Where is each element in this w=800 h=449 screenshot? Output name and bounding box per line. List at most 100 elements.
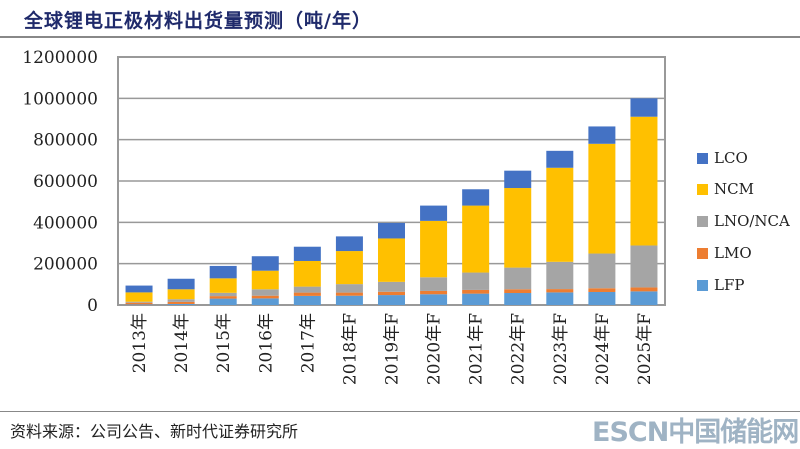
bar-segment-ncm (378, 238, 405, 282)
bar-segment-lco (125, 285, 153, 293)
bar-segment-lfp (378, 295, 405, 305)
bar-segment-lfp (420, 294, 448, 305)
bar-segment-lfp (293, 295, 321, 305)
watermark-logo: ESCN中国储能网 (592, 417, 799, 448)
x-tick-label: 2024年F (593, 313, 613, 385)
legend-label: LMO (714, 244, 752, 262)
bar-segment-ncm (335, 251, 363, 285)
bar-segment-lmo (546, 289, 574, 293)
bar-segment-lco (504, 170, 532, 189)
bar-segment-ncm (462, 205, 490, 273)
legend-label: NCM (714, 180, 754, 198)
bar-segment-ncm (420, 220, 448, 278)
x-tick-label: 2021年F (467, 313, 487, 385)
x-tick-label: 2019年F (383, 313, 403, 385)
bar-segment-lfp (335, 295, 363, 305)
bar-segment-ncm (588, 143, 616, 254)
bar-segment-lfp (251, 298, 279, 305)
bar-segment-lfp (167, 303, 195, 305)
bar-segment-ncm (251, 270, 279, 290)
bar-segment-lno-nca (378, 281, 405, 292)
bar-segment-lco (420, 205, 448, 221)
bar-segment-lmo (420, 290, 448, 295)
bar-segment-lfp (125, 304, 153, 305)
bar-segment-lco (630, 98, 658, 117)
x-tick-label: 2018年F (340, 313, 360, 385)
bar-segment-lno-nca (209, 292, 237, 297)
bar-segment-lfp (209, 298, 237, 305)
chart-title: 全球锂电正极材料出货量预测（吨/年） (24, 10, 372, 32)
bar-segment-lno-nca (125, 301, 153, 303)
bar-segment-lco (462, 189, 490, 206)
x-tick-label: 2020年F (425, 313, 445, 385)
x-tick-label: 2013年 (130, 313, 150, 373)
legend-label: LNO/NCA (714, 212, 790, 230)
bar-segment-lfp (546, 292, 574, 305)
bar-segment-lfp (462, 293, 490, 305)
y-tick-label: 1200000 (22, 48, 98, 68)
legend-swatch (697, 248, 708, 259)
bar-segment-lno-nca (462, 272, 490, 290)
x-tick-label: 2016年 (256, 313, 276, 373)
x-tick-label: 2025年F (635, 313, 655, 385)
bar-segment-lno-nca (167, 299, 195, 302)
x-tick-label: 2023年F (551, 313, 571, 385)
bar-segment-lmo (462, 289, 490, 294)
bar-segment-lno-nca (335, 284, 363, 293)
bar-segment-ncm (209, 278, 237, 293)
bar-segment-ncm (546, 167, 574, 262)
stacked-bar-chart: 0 200000 400000 600000 800000 1000000 1200000 2… (22, 48, 790, 385)
bar-segment-lno-nca (546, 261, 574, 290)
legend-swatch (697, 216, 708, 227)
bar-segment-lmo (378, 291, 405, 296)
x-tick-label: 2014年 (172, 313, 192, 373)
bar-segment-lfp (630, 291, 658, 305)
bar-segment-lco (546, 150, 574, 168)
bar-segment-lno-nca (630, 245, 658, 288)
bar-segment-lno-nca (504, 267, 532, 290)
y-tick-label: 600000 (33, 172, 98, 192)
bar-segment-lco (335, 236, 363, 252)
x-tick-label: 2017年 (298, 313, 318, 373)
legend-swatch (697, 184, 708, 195)
bar-segment-lco (293, 246, 321, 261)
bar-segment-ncm (293, 260, 321, 287)
bar-segment-lno-nca (588, 253, 616, 289)
bar-segment-lmo (251, 295, 279, 299)
bar-segment-lco (167, 278, 195, 290)
bar-segment-lmo (335, 292, 363, 296)
title-divider (0, 36, 800, 38)
footer-divider (0, 411, 800, 412)
x-tick-label: 2022年F (509, 313, 529, 385)
legend-label: LCO (714, 149, 748, 167)
bar-segment-lco (209, 265, 237, 279)
bar-segment-lmo (125, 302, 153, 305)
bar-segment-ncm (630, 116, 658, 246)
bar-segment-lmo (630, 287, 658, 292)
legend-swatch (697, 153, 708, 164)
bar-segment-lmo (293, 292, 321, 296)
bar-segment-lfp (588, 291, 616, 305)
bar-segment-lmo (504, 289, 532, 294)
legend-swatch (697, 280, 708, 291)
y-tick-label: 200000 (33, 255, 98, 275)
y-tick-label: 800000 (33, 131, 98, 151)
bar-segment-lmo (209, 296, 237, 299)
bar-segment-ncm (167, 289, 195, 300)
bar-segment-lno-nca (293, 286, 321, 293)
bar-segment-lno-nca (251, 289, 279, 296)
bar-segment-lco (251, 256, 279, 271)
bar-segment-lco (378, 222, 405, 239)
bar-segment-ncm (125, 292, 153, 302)
bar-segment-ncm (504, 188, 532, 268)
bar-segment-lno-nca (420, 277, 448, 291)
bar-segment-lco (588, 126, 616, 144)
y-tick-label: 1000000 (22, 89, 98, 109)
bar-segment-lmo (167, 301, 195, 304)
bar-segment-lfp (504, 293, 532, 305)
legend-label: LFP (714, 276, 744, 294)
source-note: 资料来源：公司公告、新时代证券研究所 (10, 422, 299, 441)
bar-segment-lmo (588, 288, 616, 292)
x-tick-label: 2015年 (214, 313, 234, 373)
y-tick-label: 400000 (33, 213, 98, 233)
